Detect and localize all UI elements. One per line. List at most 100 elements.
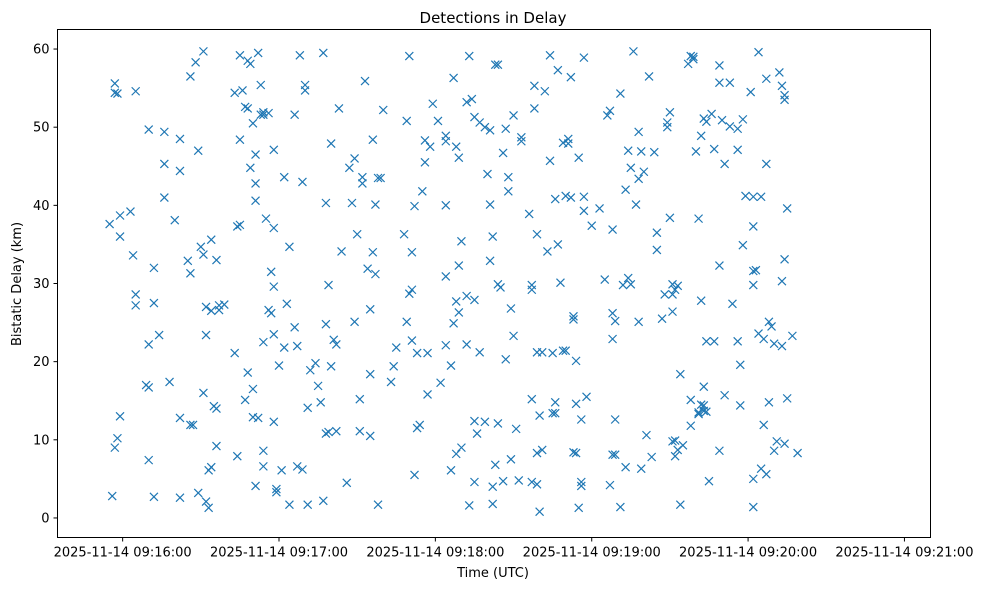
data-point	[644, 71, 654, 81]
data-point	[699, 400, 709, 410]
y-tick-label: 40	[33, 199, 50, 214]
data-point	[668, 290, 677, 299]
data-point	[365, 369, 375, 379]
data-point	[457, 236, 466, 246]
data-point	[741, 191, 750, 201]
data-point	[529, 81, 539, 91]
data-point	[279, 172, 289, 182]
data-point	[756, 192, 766, 202]
data-point	[363, 264, 373, 274]
data-point	[610, 316, 620, 326]
data-point	[344, 163, 354, 173]
data-point	[462, 340, 472, 349]
data-point	[787, 331, 797, 341]
data-point	[480, 417, 490, 427]
data-point	[540, 86, 550, 96]
data-point	[759, 420, 769, 430]
data-point	[326, 139, 336, 149]
data-point	[488, 499, 498, 509]
data-point	[717, 115, 727, 125]
data-point	[545, 50, 555, 60]
data-point	[271, 487, 281, 497]
data-point	[501, 354, 511, 364]
data-point	[230, 88, 240, 98]
data-point	[490, 460, 500, 470]
x-tick-label: 2025-11-14 09:17:00	[210, 546, 348, 561]
data-point	[675, 369, 685, 379]
data-point	[399, 229, 409, 239]
y-tick-label: 50	[33, 121, 50, 136]
data-point	[485, 200, 495, 209]
y-tick-label: 60	[33, 43, 50, 58]
data-point	[454, 153, 464, 163]
data-point	[668, 436, 677, 446]
data-point	[464, 51, 474, 61]
data-point	[253, 48, 263, 58]
data-point	[566, 193, 576, 202]
data-point	[313, 381, 323, 391]
data-point	[509, 111, 518, 120]
data-point	[318, 496, 328, 506]
data-point	[321, 319, 331, 329]
data-point	[251, 179, 260, 188]
data-point	[569, 315, 578, 324]
data-point	[558, 346, 568, 356]
data-point	[423, 390, 432, 399]
data-point	[527, 280, 537, 290]
data-point	[608, 450, 617, 460]
data-point	[566, 72, 576, 82]
data-point	[347, 198, 357, 208]
data-point	[691, 146, 701, 156]
data-point	[506, 454, 516, 464]
data-point	[761, 469, 771, 479]
data-point	[373, 500, 383, 510]
data-point	[410, 470, 419, 480]
data-point	[159, 159, 169, 169]
data-point	[780, 254, 789, 264]
data-point	[761, 159, 771, 169]
data-point	[615, 89, 625, 99]
data-point	[436, 378, 446, 388]
data-point	[113, 433, 122, 443]
data-point	[772, 436, 782, 446]
data-point	[407, 336, 417, 345]
data-point	[357, 179, 367, 188]
data-point	[532, 448, 542, 458]
data-point	[720, 159, 730, 169]
x-axis: 2025-11-14 09:16:00 2025-11-14 09:17:00 20…	[54, 537, 973, 561]
data-point	[748, 222, 758, 231]
data-point	[441, 272, 451, 281]
data-point	[357, 172, 367, 182]
data-point	[688, 54, 698, 64]
data-point	[733, 336, 743, 346]
data-point	[371, 269, 380, 279]
data-point	[311, 358, 320, 368]
data-point	[446, 465, 456, 475]
data-point	[615, 502, 625, 512]
data-point	[451, 142, 461, 152]
data-point	[576, 477, 586, 487]
data-point	[662, 118, 672, 127]
data-point	[425, 142, 435, 152]
data-point	[621, 462, 631, 472]
data-point	[777, 341, 787, 351]
data-point	[188, 420, 198, 430]
data-point	[639, 167, 649, 177]
data-point	[300, 80, 310, 90]
data-point	[204, 503, 214, 513]
data-point	[110, 88, 120, 98]
data-point	[193, 146, 203, 156]
data-point	[782, 204, 792, 213]
data-point	[149, 263, 159, 273]
data-point	[149, 298, 159, 308]
data-point	[571, 448, 581, 458]
data-point	[326, 361, 336, 371]
data-point	[764, 317, 774, 327]
data-point	[714, 78, 724, 88]
data-point	[240, 395, 250, 405]
data-point	[725, 78, 735, 88]
data-point	[764, 397, 774, 407]
data-point	[196, 242, 206, 252]
data-point	[686, 395, 696, 405]
